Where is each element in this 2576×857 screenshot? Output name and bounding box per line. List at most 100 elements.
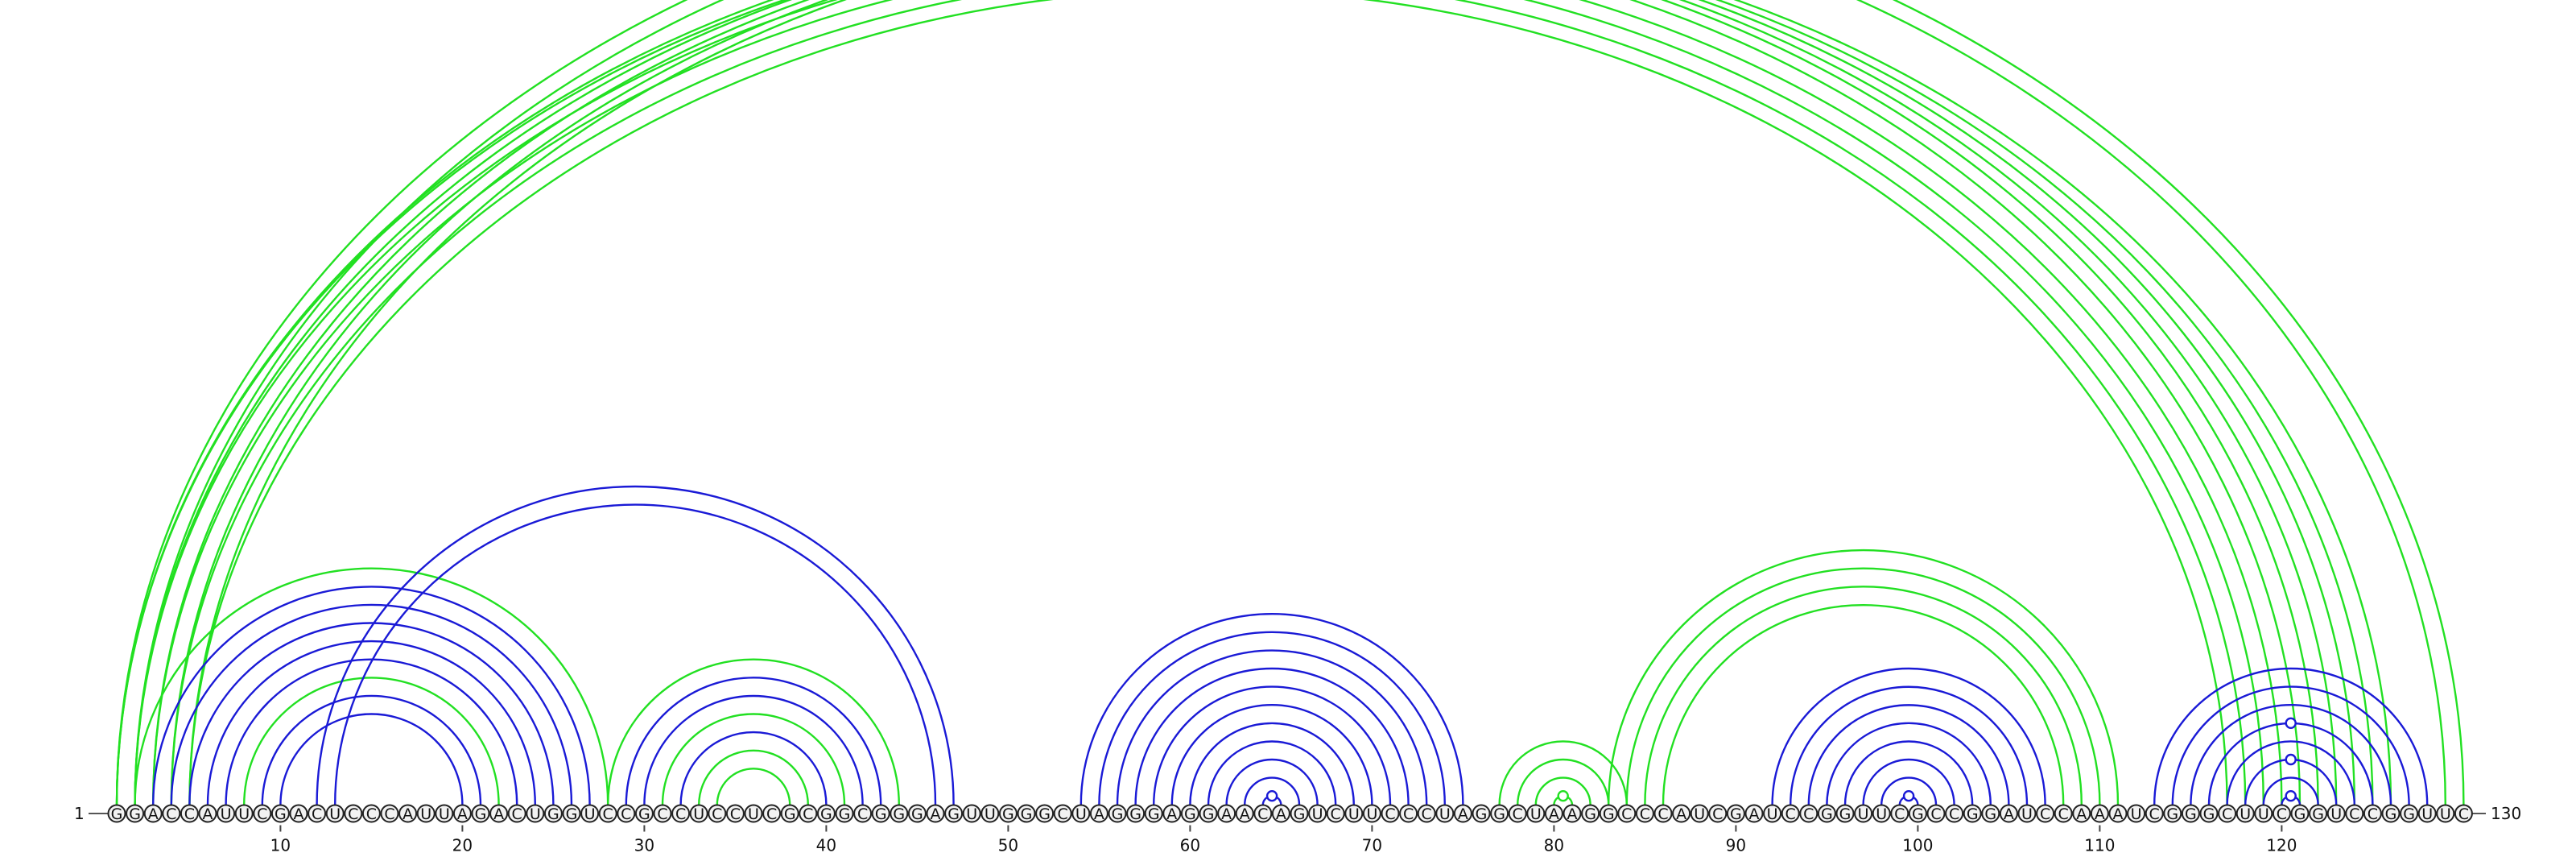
nucleotide: C: [1508, 804, 1527, 823]
nucleotide: G: [835, 804, 854, 823]
arc-4-125: [170, 0, 2374, 805]
nucleotide: G: [107, 804, 126, 823]
nucleotide-circle: [1635, 804, 1654, 823]
nucleotide: C: [2036, 804, 2055, 823]
nucleotide-letter: U: [1767, 805, 1778, 823]
nucleotide: C: [253, 804, 272, 823]
nucleotide: C: [671, 804, 691, 823]
nucleotide: A: [1089, 804, 1108, 823]
nucleotide: U: [1362, 804, 1381, 823]
nucleotide-letter: C: [1513, 805, 1523, 823]
nucleotide: A: [2072, 804, 2091, 823]
nucleotide-letter: U: [1366, 805, 1377, 823]
nucleotide: C: [344, 804, 363, 823]
arc-54-75: [1080, 613, 1464, 805]
nucleotide-circle: [634, 804, 654, 823]
noncanonical-marker-116-125: [2285, 717, 2297, 729]
nucleotide: G: [1035, 804, 1055, 823]
start-label: 1: [74, 804, 85, 823]
nucleotide-letter: C: [312, 805, 322, 823]
nucleotide-circle: [2108, 804, 2128, 823]
nucleotide: G: [2199, 804, 2219, 823]
nucleotide-letter: U: [420, 805, 431, 823]
nucleotide: C: [180, 804, 199, 823]
nucleotide-circle: [1854, 804, 1873, 823]
arc-85-109: [1644, 586, 2083, 805]
nucleotide: A: [1453, 804, 1472, 823]
nucleotide-circle: [1672, 804, 1691, 823]
nucleotide-letter: U: [2258, 805, 2269, 823]
arc-28-44: [607, 658, 900, 805]
nucleotide-letter: A: [1567, 805, 1578, 823]
nucleotide-letter: U: [1075, 805, 1087, 823]
nucleotide: U: [1526, 804, 1546, 823]
nucleotide-letter: A: [1458, 805, 1468, 823]
nucleotide-letter: C: [675, 805, 686, 823]
nucleotide: A: [1999, 804, 2018, 823]
nucleotide: G: [1726, 804, 1745, 823]
arc-57-72: [1134, 667, 1410, 805]
nucleotide: G: [634, 804, 654, 823]
nucleotide-letter: C: [621, 805, 631, 823]
nucleotide-letter: G: [2294, 805, 2306, 823]
nucleotide-circle: [234, 804, 254, 823]
nucleotide-letter: C: [1657, 805, 1668, 823]
arc-4-26: [170, 603, 573, 805]
nucleotide-letter: G: [547, 805, 559, 823]
nucleotide: G: [2290, 804, 2310, 823]
nucleotide-circle: [1144, 804, 1163, 823]
nucleotide-circle: [198, 804, 217, 823]
arc-4-118: [170, 0, 2247, 805]
nucleotide-letter: C: [2222, 805, 2232, 823]
arc-60-69: [1189, 722, 1355, 805]
nucleotide: U: [689, 804, 708, 823]
arc-7-23: [225, 658, 518, 805]
nucleotide-circle: [2326, 804, 2346, 823]
nucleotide: A: [1235, 804, 1254, 823]
nucleotide-letter: A: [1221, 805, 1232, 823]
nucleotide: U: [416, 804, 436, 823]
nucleotide-circle: [1599, 804, 1618, 823]
nucleotide-letter: A: [203, 805, 213, 823]
arc-2-120: [134, 0, 2283, 805]
nucleotide: U: [1763, 804, 1782, 823]
nucleotide-circle: [1926, 804, 1946, 823]
nucleotide-letter: G: [911, 805, 923, 823]
nucleotide: U: [1872, 804, 1891, 823]
nucleotide: G: [543, 804, 563, 823]
nucleotide-circle: [2363, 804, 2382, 823]
arc-113-128: [2153, 667, 2429, 805]
nucleotide-letter: G: [875, 805, 887, 823]
nucleotide: C: [1417, 804, 1436, 823]
nucleotide-circle: [1199, 804, 1218, 823]
nucleotide-letter: A: [2076, 805, 2087, 823]
arc-119-122: [2262, 776, 2319, 805]
nucleotide-circle: [289, 804, 308, 823]
arc-84-110: [1625, 567, 2101, 805]
nucleotide-letter: C: [366, 805, 377, 823]
nucleotide-circle: [562, 804, 581, 823]
arc-9-21: [261, 694, 482, 805]
arc-77-84: [1498, 740, 1628, 805]
tick-label-60: 60: [1180, 836, 1200, 855]
nucleotide: G: [1817, 804, 1836, 823]
nucleotide-circle: [1180, 804, 1199, 823]
nucleotide: C: [853, 804, 873, 823]
arc-56-73: [1116, 649, 1428, 805]
nucleotide-circle: [1017, 804, 1036, 823]
nucleotide: A: [926, 804, 945, 823]
nucleotide-circle: [2436, 804, 2455, 823]
nucleotide: G: [562, 804, 581, 823]
nucleotide: U: [526, 804, 545, 823]
nucleotide: G: [1126, 804, 1146, 823]
nucleotide: U: [1071, 804, 1091, 823]
nucleotide-circle: [2145, 804, 2164, 823]
nucleotide: A: [398, 804, 418, 823]
nucleotide-circle: [1708, 804, 1728, 823]
nucleotide: U: [962, 804, 981, 823]
arc-61-68: [1207, 740, 1337, 805]
nucleotide: C: [708, 804, 727, 823]
nucleotide-circle: [1271, 804, 1290, 823]
nucleotide: C: [653, 804, 672, 823]
